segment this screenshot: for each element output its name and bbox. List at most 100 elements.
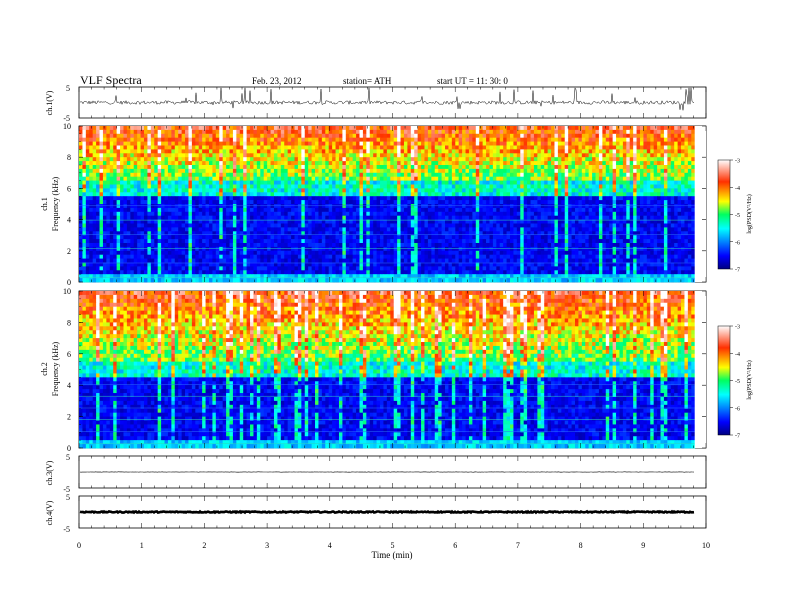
spectrogram-cell <box>633 149 637 154</box>
spectrogram-cell <box>157 211 162 217</box>
spectrogram-cell <box>178 161 183 166</box>
spectrogram-cell <box>421 223 425 228</box>
spectrogram-cell <box>222 188 227 193</box>
spectrogram-cell <box>137 126 141 131</box>
spectrogram-cell <box>92 161 97 166</box>
spectrogram-cell <box>243 215 248 220</box>
spectrogram-cell <box>510 153 514 158</box>
spectrogram-cell <box>181 196 186 201</box>
spectrogram-cell <box>468 227 473 232</box>
spectrogram-cell <box>113 223 118 228</box>
spectrogram-cell <box>650 129 655 135</box>
spectrogram-cell <box>376 211 381 217</box>
spectrogram-cell <box>208 149 213 154</box>
spectrogram-cell <box>520 192 525 197</box>
spectrogram-cell <box>154 180 159 185</box>
spectrogram-cell <box>465 204 470 209</box>
spectrogram-cell <box>585 204 590 209</box>
spectrogram-cell <box>684 172 689 178</box>
spectrogram-cell <box>397 145 401 150</box>
spectrogram-cell <box>215 188 220 193</box>
spectrogram-cell <box>551 184 555 189</box>
spectrogram-cell <box>561 223 566 228</box>
spectrogram-cell <box>232 133 237 139</box>
spectrogram-cell <box>663 172 668 178</box>
spectrogram-cell <box>243 141 248 146</box>
spectrogram-cell <box>304 211 309 217</box>
spectrogram-cell <box>287 168 292 174</box>
spectrogram-cell <box>636 176 641 181</box>
spectrogram-cell <box>191 192 196 197</box>
spectrogram-cell <box>205 153 210 158</box>
spectrogram-cell <box>191 219 196 224</box>
spectrogram-cell <box>400 149 405 154</box>
spectrogram-cell <box>198 227 203 232</box>
spectrogram-cell <box>468 211 473 217</box>
spectrogram-cell <box>380 141 384 146</box>
spectrogram-cell <box>301 165 306 170</box>
spectrogram-cell <box>226 137 230 142</box>
spectrogram-cell <box>431 196 436 201</box>
spectrogram-cell <box>633 207 637 213</box>
spectrogram-cell <box>202 200 206 205</box>
spectrogram-cell <box>410 176 415 181</box>
spectrogram-cell <box>92 219 97 224</box>
spectrogram-cell <box>239 215 244 220</box>
spectrogram-cell <box>544 180 549 185</box>
spectrogram-cell <box>616 184 620 189</box>
spectrogram-cell <box>458 126 463 131</box>
spectrogram-cell <box>304 133 309 139</box>
spectrogram-cell <box>691 192 696 197</box>
spectrogram-cell <box>345 133 350 139</box>
spectrogram-cell <box>315 176 319 181</box>
spectrogram-cell <box>468 200 473 205</box>
spectrogram-cell <box>455 211 460 217</box>
spectrogram-cell <box>639 172 644 178</box>
spectrogram-cell <box>373 231 377 236</box>
spectrogram-cell <box>376 145 381 150</box>
spectrogram-cell <box>448 200 453 205</box>
spectrogram-cell <box>650 215 655 220</box>
spectrogram-cell <box>263 215 268 220</box>
spectrogram-cell <box>646 196 651 201</box>
spectrogram-cell <box>123 223 128 228</box>
spectrogram-cell <box>116 129 121 135</box>
spectrogram-cell <box>520 172 525 178</box>
spectrogram-cell <box>147 157 152 162</box>
spectrogram-cell <box>106 141 111 146</box>
spectrogram-cell <box>650 223 655 228</box>
spectrogram-cell <box>181 215 186 220</box>
spectrogram-cell <box>667 188 672 193</box>
spectrogram-cell <box>677 211 682 217</box>
spectrogram-cell <box>297 145 302 150</box>
spectrogram-cell <box>554 145 559 150</box>
spectrogram-cell <box>332 129 336 135</box>
spectrogram-cell <box>342 215 347 220</box>
spectrogram-cell <box>523 165 528 170</box>
spectrogram-cell <box>421 137 425 142</box>
spectrogram-cell <box>605 184 610 189</box>
spectrogram-cell <box>380 149 384 154</box>
spectrogram-cell <box>643 133 648 139</box>
spectrogram-cell <box>451 141 456 146</box>
spectrogram-cell <box>205 204 210 209</box>
spectrogram-cell <box>304 145 309 150</box>
ch1-ytick-bottom: -5 <box>63 114 70 123</box>
spectrogram-cell <box>260 172 265 178</box>
spectrogram-cell <box>629 223 634 228</box>
spectrogram-cell <box>681 184 685 189</box>
spectrogram-cell <box>349 145 354 150</box>
spectrogram-cell <box>246 192 251 197</box>
spectrogram-cell <box>574 137 579 142</box>
spectrogram-cell <box>681 196 685 201</box>
spectrogram-cell <box>325 161 330 166</box>
spectrogram-cell <box>328 223 333 228</box>
spectrogram-cell <box>96 161 100 166</box>
spectrogram-cell <box>636 192 641 197</box>
spectrogram-cell <box>499 192 504 197</box>
spectrogram-cell <box>338 176 343 181</box>
spectrogram-cell <box>434 149 439 154</box>
spectrogram-cell <box>304 157 309 162</box>
spectrogram-cell <box>633 219 637 224</box>
spectrogram-cell <box>602 227 607 232</box>
